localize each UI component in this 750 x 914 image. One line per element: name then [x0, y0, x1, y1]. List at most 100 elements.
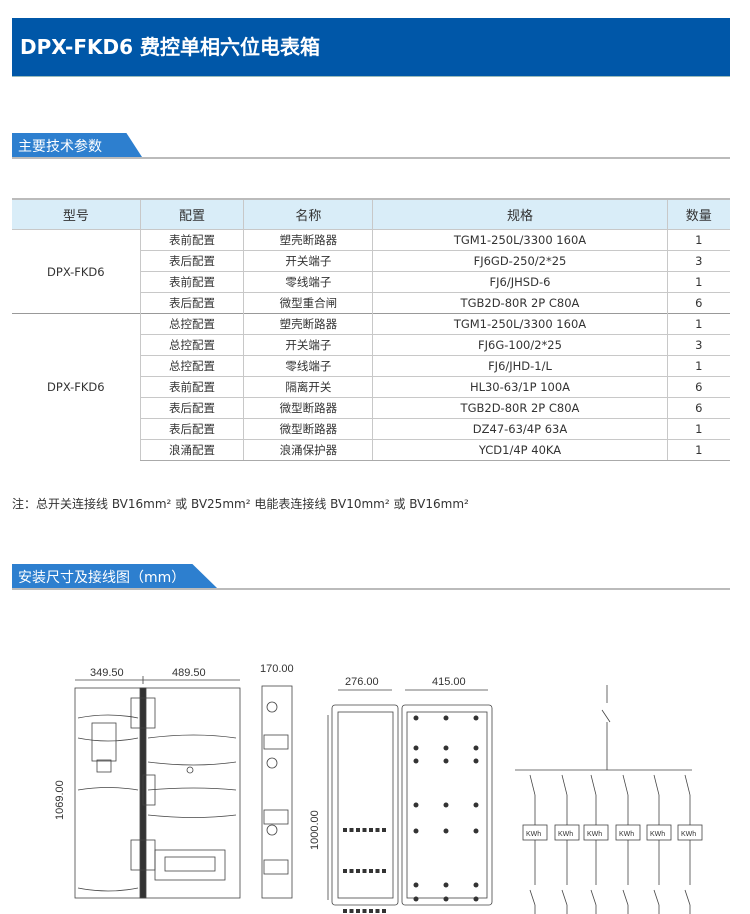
dim-w4: 415.00	[432, 676, 466, 688]
mount-hole	[413, 828, 419, 834]
meter-label: KWh	[681, 831, 696, 838]
table-cell: 6	[666, 376, 730, 398]
column-header: 规格	[372, 198, 668, 230]
table-cell: YCD1/4P 40KA	[372, 439, 668, 461]
dim-h1: 1069.00	[54, 780, 66, 820]
side-view: 170.00	[260, 663, 294, 899]
dim-w3: 276.00	[345, 676, 379, 688]
table-cell: 1	[666, 418, 730, 440]
terminal	[343, 828, 347, 832]
table-cell: 开关端子	[243, 250, 373, 272]
mount-hole	[443, 802, 449, 808]
terminal	[375, 828, 380, 832]
meter-label: KWh	[526, 831, 541, 838]
table-cell: 浪涌保护器	[243, 439, 373, 461]
table-cell: 表后配置	[139, 250, 244, 272]
mount-hole	[473, 896, 479, 902]
table-cell: HL30-63/1P 100A	[372, 376, 668, 398]
terminal	[343, 869, 347, 873]
terminal	[369, 909, 373, 913]
table-cell: 浪涌配置	[139, 439, 244, 461]
table-cell: DZ47-63/4P 63A	[372, 418, 668, 440]
title-banner: DPX-FKD6 费控单相六位电表箱	[12, 18, 730, 77]
table-cell: 塑壳断路器	[243, 229, 373, 251]
table-cell: 零线端子	[243, 355, 373, 377]
table-cell: 零线端子	[243, 271, 373, 293]
table-cell: 6	[666, 292, 730, 314]
table-cell: 总控配置	[139, 313, 244, 335]
table-cell: 1	[666, 355, 730, 377]
table-row: 表前配置 隔离开关 HL30-63/1P 100A 6	[12, 376, 730, 398]
table-cell: 6	[666, 397, 730, 419]
terminal	[343, 909, 347, 913]
table-row: 总控配置 开关端子 FJ6G-100/2*25 3	[12, 334, 730, 356]
table-cell: 总控配置	[139, 334, 244, 356]
table-cell: FJ6G-100/2*25	[372, 334, 668, 356]
mount-hole	[443, 828, 449, 834]
params-table: 型号 配置 名称 规格 数量 DPX-FKD6 表前配置 塑壳断路器 TGM1-250L/33…	[12, 198, 730, 461]
table-row: DPX-FKD6 表前配置 塑壳断路器 TGM1-250L/3300 160A 1	[12, 229, 730, 314]
table-row: 表后配置 开关端子 FJ6GD-250/2*25 3	[12, 250, 730, 272]
mount-hole	[473, 745, 479, 751]
meter-label: KWh	[558, 831, 573, 838]
mount-hole	[413, 715, 419, 721]
terminal	[349, 909, 354, 913]
mount-hole	[413, 882, 419, 888]
section-header-dimensions: 安装尺寸及接线图（mm）	[12, 564, 730, 590]
mount-hole	[443, 745, 449, 751]
column-header: 名称	[243, 198, 373, 230]
dim-w2: 489.50	[172, 667, 206, 679]
table-cell: TGM1-250L/3300 160A	[372, 229, 668, 251]
terminal	[382, 828, 386, 832]
terminal	[369, 828, 373, 832]
mount-hole	[443, 715, 449, 721]
terminal	[369, 869, 373, 873]
model-cell: DPX-FKD6	[12, 313, 141, 461]
terminal	[356, 828, 360, 832]
table-cell: 3	[666, 250, 730, 272]
terminal	[356, 869, 360, 873]
meter-label: KWh	[619, 831, 634, 838]
cabinet-view: 276.00 415.00 1000.00	[309, 676, 493, 913]
terminal	[362, 828, 367, 832]
front-view: 349.50 489.50 1069.00	[54, 667, 241, 899]
table-cell: 表前配置	[139, 376, 244, 398]
terminal	[375, 869, 380, 873]
terminal	[356, 909, 360, 913]
page-title: DPX-FKD6 费控单相六位电表箱	[20, 35, 320, 59]
section-title: 主要技术参数	[18, 139, 102, 155]
mount-hole	[413, 758, 419, 764]
section-title: 安装尺寸及接线图（mm）	[18, 570, 186, 586]
table-cell: 1	[666, 313, 730, 335]
table-row: 表后配置 微型断路器 TGB2D-80R 2P C80A 6	[12, 397, 730, 419]
dim-w1: 349.50	[90, 667, 124, 679]
terminal	[375, 909, 380, 913]
table-cell: 表后配置	[139, 418, 244, 440]
model-cell: DPX-FKD6	[12, 229, 141, 314]
table-cell: 1	[666, 229, 730, 251]
terminal	[382, 909, 386, 913]
mount-hole	[413, 896, 419, 902]
meter-label: KWh	[650, 831, 665, 838]
table-cell: TGM1-250L/3300 160A	[372, 313, 668, 335]
table-cell: FJ6/JHSD-6	[372, 271, 668, 293]
mount-hole	[473, 715, 479, 721]
mount-hole	[473, 758, 479, 764]
mount-hole	[413, 745, 419, 751]
mount-hole	[413, 802, 419, 808]
table-cell: FJ6GD-250/2*25	[372, 250, 668, 272]
terminal	[382, 869, 386, 873]
mount-hole	[443, 758, 449, 764]
column-header: 配置	[139, 198, 244, 230]
dim-depth: 170.00	[260, 663, 294, 675]
table-cell: 开关端子	[243, 334, 373, 356]
column-header: 型号	[12, 198, 141, 230]
table-cell: 总控配置	[139, 355, 244, 377]
table-cell: TGB2D-80R 2P C80A	[372, 397, 668, 419]
wiring-note: 注：总开关连接线 BV16mm² 或 BV25mm² 电能表连接线 BV10mm…	[12, 497, 469, 511]
table-cell: 微型断路器	[243, 418, 373, 440]
table-cell: 微型重合闸	[243, 292, 373, 314]
table-cell: TGB2D-80R 2P C80A	[372, 292, 668, 314]
terminal	[349, 869, 354, 873]
